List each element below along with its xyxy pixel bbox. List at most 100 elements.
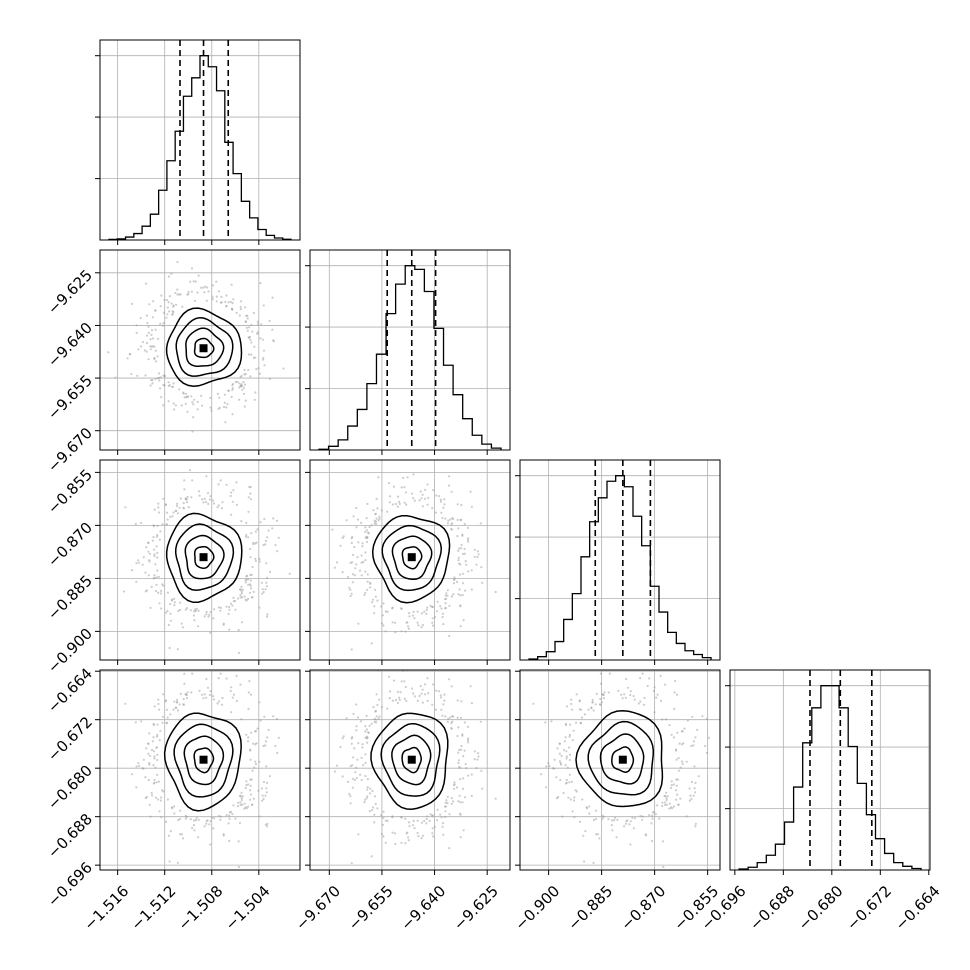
sample-point	[158, 379, 161, 382]
sample-point	[173, 812, 176, 815]
sample-point	[237, 840, 240, 843]
sample-point	[564, 736, 567, 739]
sample-point	[444, 815, 447, 819]
sample-point	[420, 837, 423, 840]
sample-point	[421, 505, 424, 508]
sample-point	[404, 842, 407, 845]
sample-point	[135, 580, 138, 583]
sample-point	[217, 677, 220, 680]
sample-point	[364, 761, 367, 765]
sample-point	[355, 526, 358, 529]
sample-point	[209, 396, 212, 399]
sample-point	[182, 697, 185, 701]
sample-point	[596, 833, 600, 836]
sample-point	[432, 835, 435, 838]
sample-point	[558, 760, 562, 763]
sample-point	[247, 805, 250, 808]
sample-point	[366, 786, 369, 789]
sample-point	[231, 696, 234, 699]
sample-point	[584, 830, 587, 833]
sample-point	[355, 729, 358, 732]
sample-point	[694, 791, 697, 794]
sample-point	[704, 744, 707, 748]
sample-point	[240, 520, 243, 523]
sample-point	[426, 483, 429, 486]
sample-point	[250, 778, 253, 781]
sample-point	[591, 701, 594, 704]
sample-point	[151, 316, 154, 319]
sample-point	[156, 773, 159, 776]
sample-point	[349, 802, 352, 805]
sample-point	[173, 601, 176, 604]
sample-point	[220, 295, 223, 298]
sample-point	[217, 606, 221, 609]
sample-point	[450, 523, 453, 526]
sample-point	[679, 766, 682, 769]
sample-point	[688, 787, 691, 790]
sample-point	[464, 589, 467, 592]
sample-point	[134, 721, 137, 724]
sample-point	[231, 387, 234, 390]
sample-point	[240, 300, 243, 303]
sample-point	[258, 815, 261, 818]
sample-point	[476, 550, 480, 553]
sample-point	[550, 720, 553, 723]
sample-point	[160, 589, 163, 593]
sample-point	[193, 299, 196, 302]
sample-point	[149, 345, 152, 348]
sample-point	[361, 545, 364, 548]
sample-point	[386, 510, 389, 513]
sample-point	[403, 697, 406, 700]
y-tick-label: −9.625	[44, 266, 96, 318]
sample-point	[349, 795, 352, 798]
sample-point	[473, 758, 476, 761]
sample-point	[158, 602, 161, 605]
sample-point	[677, 769, 681, 772]
sample-point	[131, 773, 134, 776]
sample-point	[241, 588, 244, 591]
sample-point	[440, 708, 443, 711]
sample-point	[149, 338, 152, 341]
sample-point	[165, 722, 168, 725]
sample-point	[238, 386, 241, 389]
sample-point	[456, 518, 459, 522]
sample-point	[168, 646, 171, 650]
sample-point	[646, 684, 649, 688]
sample-point	[405, 699, 408, 703]
sample-point	[377, 717, 380, 720]
sample-point	[696, 728, 699, 732]
sample-point	[168, 860, 171, 863]
sample-point	[157, 502, 160, 505]
sample-point	[470, 702, 473, 705]
sample-point	[460, 504, 463, 507]
sample-point	[375, 497, 378, 500]
sample-point	[176, 260, 179, 264]
sample-point	[460, 547, 463, 550]
sample-point	[244, 306, 247, 309]
sample-point	[435, 494, 438, 497]
sample-point	[690, 797, 693, 801]
sample-point	[391, 503, 394, 506]
y-tick-label: −0.680	[44, 761, 96, 813]
sample-point	[156, 556, 159, 559]
sample-point	[153, 553, 156, 556]
sample-point	[448, 604, 451, 607]
sample-point	[445, 799, 448, 802]
sample-point	[209, 843, 212, 846]
sample-point	[461, 533, 464, 536]
sample-point	[197, 625, 200, 628]
sample-point	[408, 821, 411, 824]
sample-point	[247, 597, 250, 601]
sample-point	[333, 566, 336, 569]
sample-point	[194, 819, 197, 822]
sample-point	[443, 805, 447, 808]
sample-point	[481, 581, 484, 585]
sample-point	[231, 813, 234, 816]
contour-line	[173, 723, 234, 798]
sample-point	[599, 672, 602, 675]
sample-point	[545, 765, 548, 768]
sample-point	[389, 690, 392, 693]
sample-point	[459, 573, 462, 576]
sample-point	[193, 610, 196, 613]
sample-point	[211, 499, 215, 502]
